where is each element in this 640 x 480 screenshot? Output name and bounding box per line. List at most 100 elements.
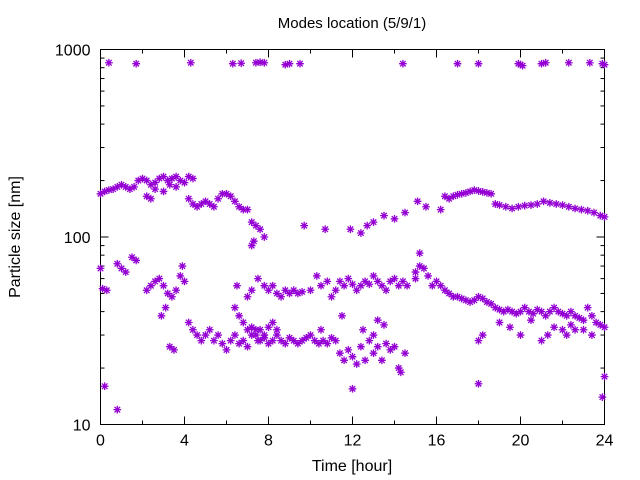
data-point xyxy=(445,194,453,203)
data-point xyxy=(525,307,533,316)
data-point xyxy=(508,307,516,316)
data-point xyxy=(361,277,369,286)
data-point xyxy=(357,281,365,290)
data-point xyxy=(121,268,130,276)
data-point xyxy=(273,331,281,339)
data-point xyxy=(218,339,227,348)
data-point xyxy=(264,323,273,332)
data-point xyxy=(483,298,491,306)
data-point xyxy=(285,59,294,68)
data-point xyxy=(285,333,294,342)
axis-ticks: 0 4 8 12 16 20 24 10 100 1000 xyxy=(55,43,614,450)
data-point xyxy=(411,274,420,283)
data-point xyxy=(382,286,390,295)
data-point xyxy=(585,58,594,67)
data-point xyxy=(277,336,285,345)
data-point xyxy=(260,233,269,241)
data-point xyxy=(588,331,596,339)
data-point xyxy=(348,352,357,361)
data-point xyxy=(365,336,374,345)
data-point xyxy=(598,59,607,68)
data-point xyxy=(226,192,235,201)
data-point xyxy=(157,311,166,320)
data-point xyxy=(478,331,487,339)
data-point xyxy=(184,194,193,203)
data-point xyxy=(310,336,319,345)
data-point xyxy=(529,309,537,318)
data-point xyxy=(210,336,218,345)
data-point xyxy=(260,281,269,290)
data-point xyxy=(571,204,579,213)
data-point xyxy=(598,393,607,401)
x-tick-label: 16 xyxy=(428,433,446,450)
data-point xyxy=(113,405,122,414)
data-point xyxy=(396,368,405,377)
data-point xyxy=(210,202,218,211)
data-point xyxy=(558,325,567,334)
data-point xyxy=(128,253,136,262)
data-point xyxy=(596,320,605,329)
data-point xyxy=(596,211,605,220)
chart-title: Modes location (5/9/1) xyxy=(278,15,426,32)
data-point xyxy=(474,59,483,68)
data-point xyxy=(218,189,227,198)
data-point xyxy=(113,259,122,268)
data-point xyxy=(487,300,495,308)
data-point xyxy=(413,197,422,206)
data-point xyxy=(142,286,151,295)
data-point xyxy=(138,174,147,183)
data-point xyxy=(466,298,474,306)
data-point xyxy=(415,262,424,270)
data-point xyxy=(237,59,246,68)
data-point xyxy=(470,296,479,305)
data-point xyxy=(571,325,579,334)
data-point xyxy=(359,325,367,334)
data-point xyxy=(142,192,151,201)
data-point xyxy=(583,206,592,215)
data-point xyxy=(600,60,609,69)
data-point xyxy=(105,186,113,194)
data-point xyxy=(319,336,327,345)
data-point xyxy=(516,60,525,69)
data-point xyxy=(558,309,567,318)
data-point xyxy=(361,356,369,365)
data-point xyxy=(373,342,382,351)
data-point xyxy=(193,202,201,211)
data-point xyxy=(422,202,430,211)
data-point xyxy=(369,349,378,358)
data-point xyxy=(369,218,378,227)
data-point xyxy=(340,281,348,290)
data-point xyxy=(420,264,428,273)
data-point xyxy=(474,336,483,345)
data-point xyxy=(235,339,243,348)
data-point xyxy=(306,331,315,339)
data-point xyxy=(478,294,487,303)
data-point xyxy=(170,346,178,354)
data-point xyxy=(474,379,483,388)
data-point xyxy=(344,274,353,283)
data-point xyxy=(243,342,252,351)
data-point xyxy=(184,172,193,181)
data-point xyxy=(495,201,504,209)
data-point xyxy=(369,331,378,339)
data-point xyxy=(462,188,470,197)
data-point xyxy=(189,325,197,334)
data-point xyxy=(281,339,290,348)
data-point xyxy=(436,205,445,214)
data-point xyxy=(222,346,231,354)
y-tick-label: 10 xyxy=(73,418,91,435)
data-point xyxy=(600,372,609,381)
data-point xyxy=(105,58,113,67)
data-point xyxy=(172,183,180,191)
data-point xyxy=(294,339,302,348)
data-point xyxy=(317,281,325,290)
data-point xyxy=(537,307,546,316)
data-point xyxy=(327,292,336,301)
data-point xyxy=(298,336,306,345)
data-point xyxy=(254,274,262,283)
data-point xyxy=(401,208,409,217)
data-point xyxy=(527,316,535,325)
data-point xyxy=(550,323,558,332)
